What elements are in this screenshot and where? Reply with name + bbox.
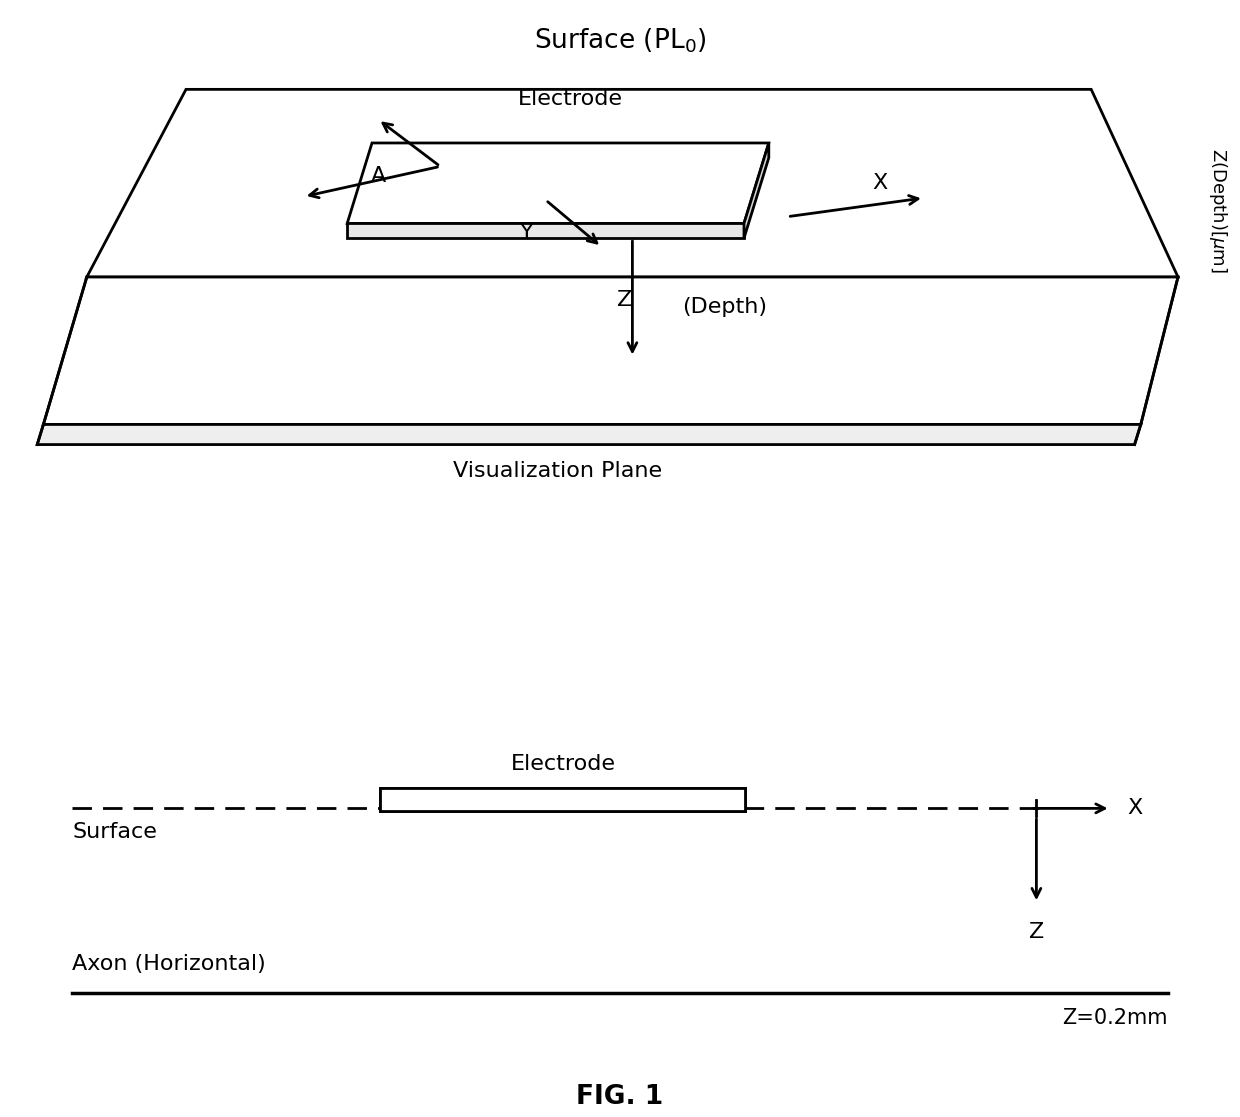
Text: Surface: Surface xyxy=(72,822,157,842)
Text: Z(Depth)[$\mu$m]: Z(Depth)[$\mu$m] xyxy=(1207,147,1229,273)
Text: Y: Y xyxy=(520,223,534,244)
Text: Z: Z xyxy=(1029,922,1044,942)
Text: FIG. 1: FIG. 1 xyxy=(577,1083,663,1110)
Text: (Depth): (Depth) xyxy=(682,297,768,317)
Polygon shape xyxy=(37,424,1141,445)
Text: X: X xyxy=(1127,799,1143,819)
Text: A: A xyxy=(371,166,386,187)
Text: Visualization Plane: Visualization Plane xyxy=(454,461,662,481)
Text: X: X xyxy=(873,173,888,193)
Polygon shape xyxy=(744,143,769,238)
Polygon shape xyxy=(347,223,744,238)
Text: Axon (Horizontal): Axon (Horizontal) xyxy=(72,954,267,974)
Text: Electrode: Electrode xyxy=(511,754,615,774)
Polygon shape xyxy=(87,89,1178,277)
Text: Surface (PL$_0$): Surface (PL$_0$) xyxy=(533,27,707,56)
Bar xyxy=(381,789,745,811)
Text: Z=0.2mm: Z=0.2mm xyxy=(1063,1009,1168,1029)
Polygon shape xyxy=(43,277,1178,424)
Text: Electrode: Electrode xyxy=(518,89,622,109)
Polygon shape xyxy=(347,143,769,223)
Text: Z: Z xyxy=(618,290,632,311)
